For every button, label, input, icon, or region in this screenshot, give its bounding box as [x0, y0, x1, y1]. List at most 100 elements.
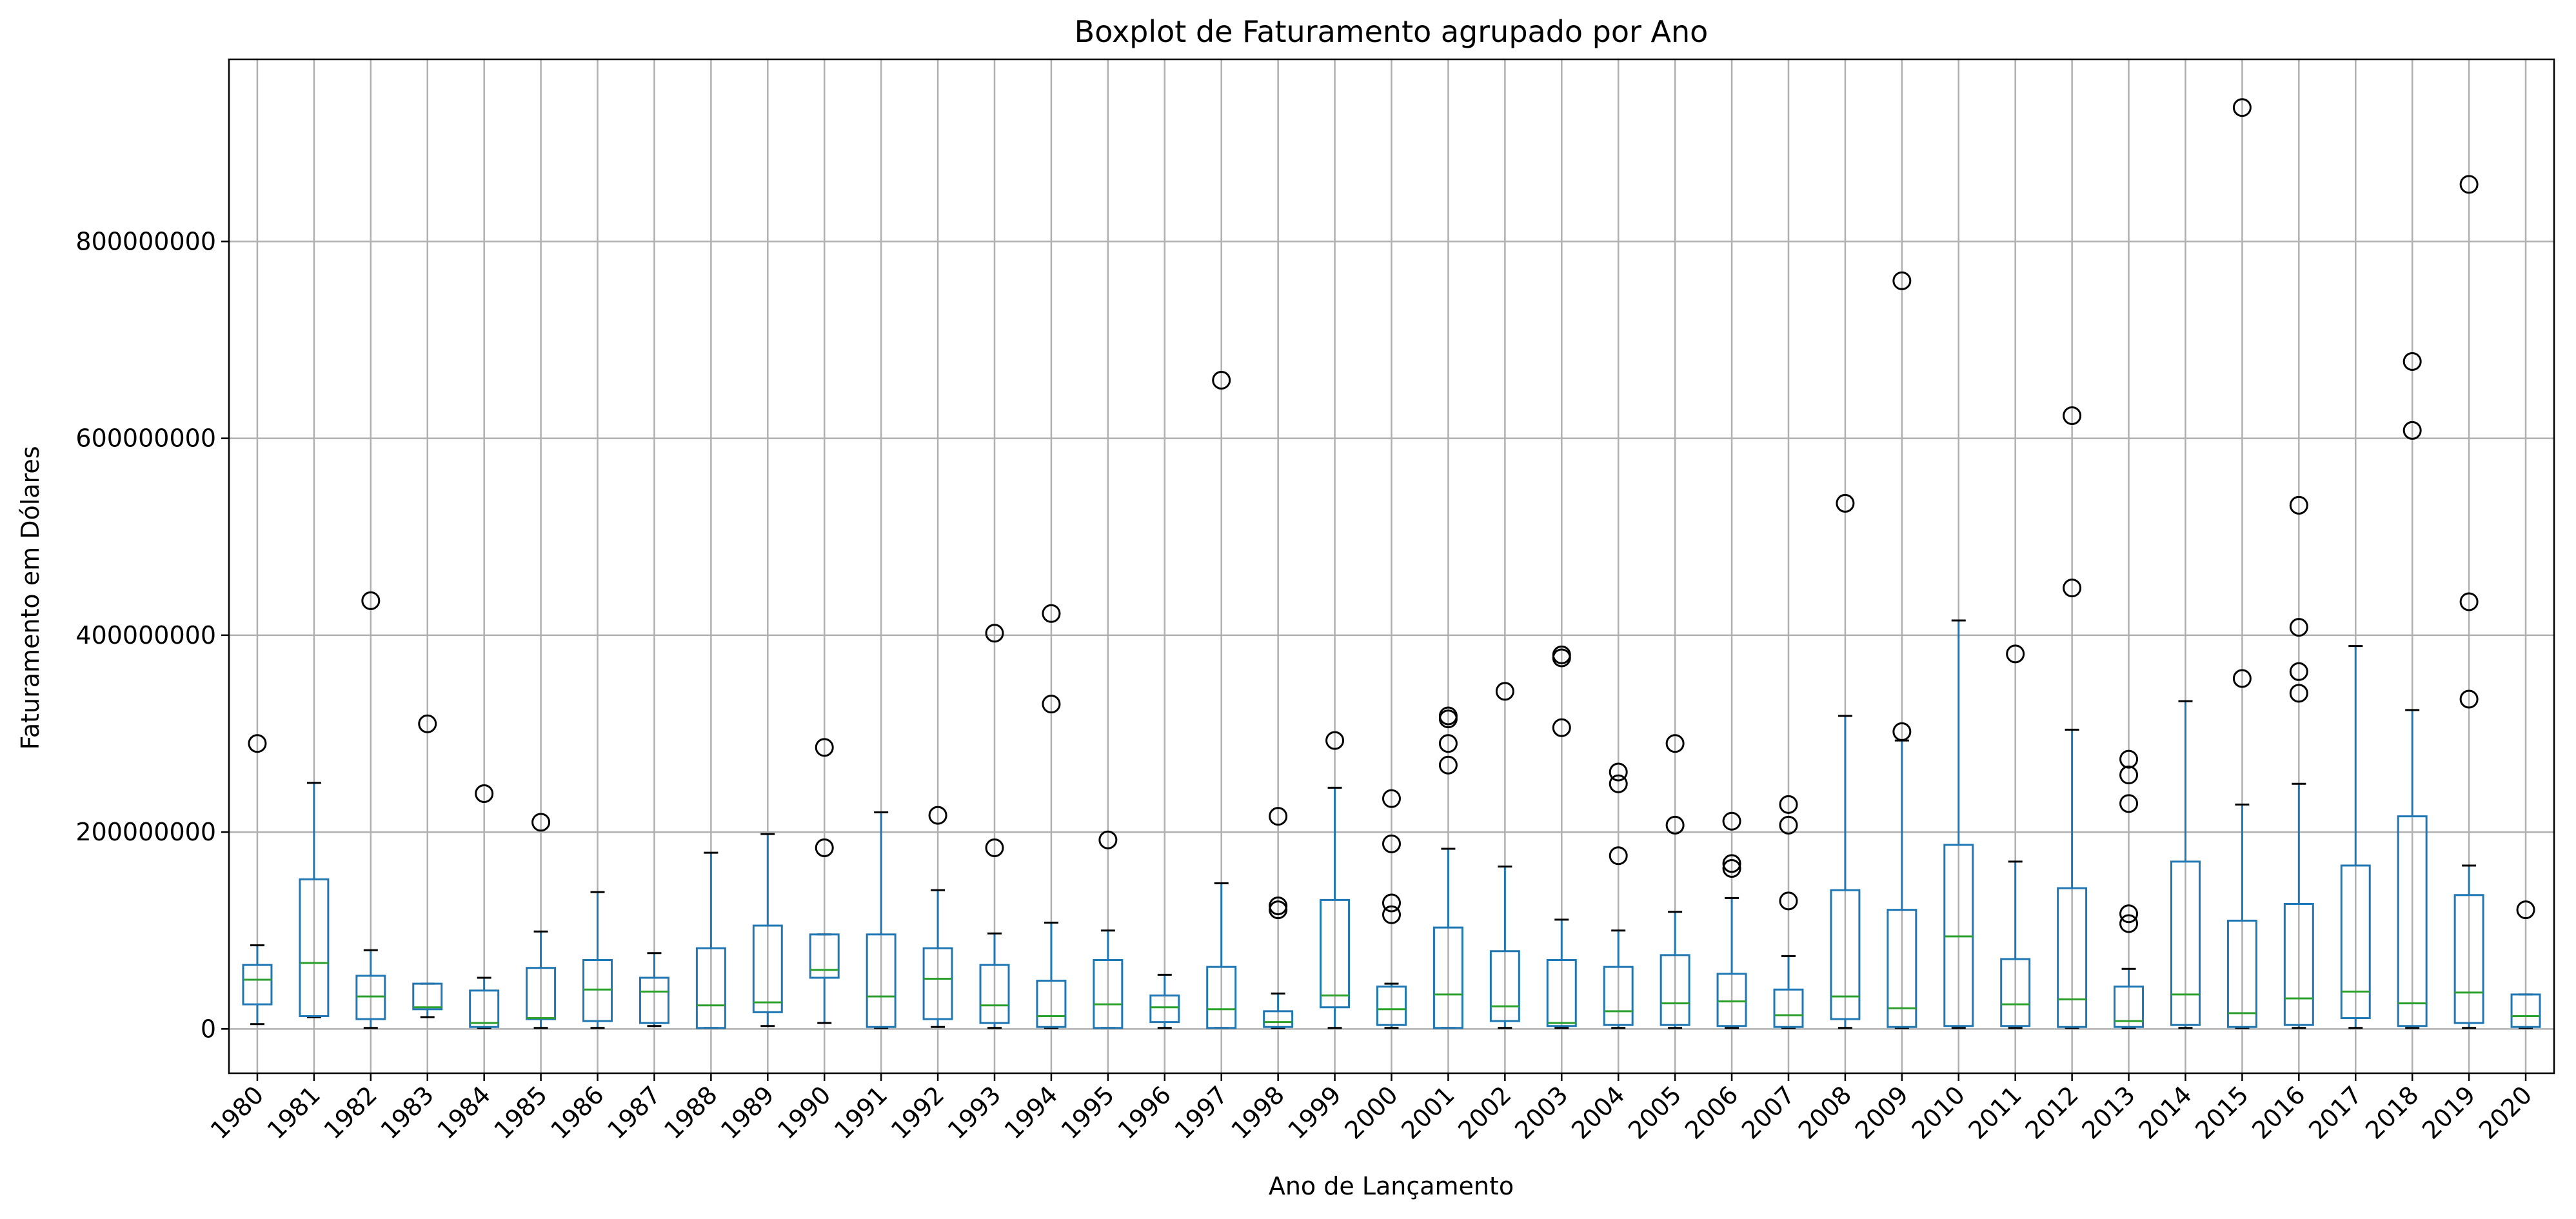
x-tick-label: 2015: [2190, 1080, 2254, 1145]
x-tick-label: 1987: [602, 1080, 666, 1145]
box-iqr: [582, 958, 613, 1022]
outlier-point: [1382, 789, 1401, 808]
box-1980: [242, 734, 273, 1026]
outlier-point: [1382, 905, 1401, 924]
x-tick-label: 2005: [1623, 1080, 1687, 1145]
x-tick-label: 2004: [1566, 1080, 1630, 1145]
outlier-point: [1382, 834, 1401, 853]
x-tick-label: 2007: [1736, 1080, 1801, 1145]
outlier-point: [1609, 846, 1628, 866]
box-2008: [1830, 493, 1861, 1029]
x-tick-label: 1984: [432, 1080, 497, 1145]
outlier-point: [2232, 98, 2252, 117]
x-tick-label: 2009: [1850, 1080, 1914, 1145]
y-axis-label: Faturamento em Dólares: [16, 446, 45, 749]
x-tick-label: 1989: [715, 1080, 780, 1145]
outlier-point: [1779, 815, 1798, 835]
box-iqr: [2397, 815, 2428, 1027]
y-tick-label: 600000000: [75, 424, 216, 453]
outlier-point: [1722, 859, 1741, 878]
x-tick-label: 2011: [1963, 1080, 2028, 1145]
box-2020: [2510, 900, 2541, 1029]
outlier-point: [1665, 734, 1685, 753]
x-tick-label: 2016: [2246, 1080, 2311, 1145]
box-iqr: [1773, 988, 1804, 1028]
box-1982: [355, 591, 386, 1029]
x-tick-label: 2003: [1509, 1080, 1574, 1145]
box-iqr: [2114, 986, 2145, 1028]
box-iqr: [2453, 894, 2484, 1024]
outlier-point: [2119, 914, 2139, 933]
box-1998: [1263, 807, 1294, 1029]
outlier-point: [1495, 682, 1514, 701]
outlier-point: [985, 624, 1004, 643]
outlier-point: [2289, 618, 2308, 637]
outlier-point: [1325, 731, 1345, 750]
x-tick-label: 1992: [886, 1080, 950, 1145]
x-tick-label: 2010: [1907, 1080, 1971, 1145]
box-1981: [299, 782, 330, 1018]
x-tick-label: 2000: [1339, 1080, 1403, 1145]
box-1990: [809, 738, 840, 1024]
box-iqr: [2226, 919, 2257, 1028]
box-iqr: [1206, 966, 1237, 1029]
box-iqr: [1320, 898, 1351, 1009]
x-tick-label: 1985: [488, 1080, 553, 1145]
x-tick-label: 2018: [2360, 1080, 2424, 1145]
box-iqr: [1716, 973, 1747, 1027]
box-iqr: [1489, 950, 1520, 1022]
x-tick-label: 1998: [1226, 1080, 1291, 1145]
box-iqr: [922, 947, 953, 1020]
x-tick-label: 1983: [375, 1080, 440, 1145]
box-iqr: [526, 967, 557, 1020]
box-iqr: [1830, 889, 1861, 1020]
outlier-point: [1722, 811, 1741, 831]
box-1996: [1149, 973, 1180, 1029]
outlier-point: [1042, 604, 1061, 623]
box-iqr: [1149, 994, 1180, 1024]
box-2003: [1546, 645, 1577, 1029]
outlier-point: [418, 714, 437, 733]
outlier-point: [1438, 706, 1458, 726]
outlier-point: [2289, 495, 2308, 515]
x-tick-label: 2001: [1396, 1080, 1460, 1145]
box-2017: [2340, 645, 2371, 1029]
box-iqr: [2283, 902, 2314, 1026]
outlier-point: [1722, 854, 1741, 873]
box-2012: [2057, 406, 2088, 1029]
outlier-point: [815, 838, 834, 857]
x-tick-label: 2014: [2133, 1080, 2197, 1145]
box-1983: [412, 714, 443, 1018]
box-2018: [2397, 352, 2428, 1029]
outlier-point: [1665, 815, 1685, 835]
x-tick-label: 1986: [545, 1080, 609, 1145]
outlier-point: [2006, 644, 2025, 664]
x-tick-label: 1980: [205, 1080, 270, 1145]
x-tick-label: 1995: [1056, 1080, 1120, 1145]
box-iqr: [242, 964, 273, 1006]
box-2019: [2453, 175, 2484, 1029]
box-iqr: [299, 878, 330, 1017]
outlier-point: [1212, 371, 1231, 390]
outlier-point: [2063, 406, 2082, 425]
y-tick-label: 800000000: [75, 227, 216, 255]
box-iqr: [412, 982, 443, 1011]
outlier-point: [985, 838, 1004, 857]
box-iqr: [1432, 926, 1463, 1029]
outlier-point: [2289, 662, 2308, 681]
outlier-point: [248, 734, 267, 753]
outlier-point: [531, 813, 551, 832]
outlier-point: [1438, 734, 1458, 753]
outlier-point: [1098, 830, 1118, 849]
box-2009: [1887, 271, 1917, 1029]
box-iqr: [1603, 966, 1634, 1026]
box-iqr: [1943, 844, 1974, 1027]
x-tick-label: 2020: [2473, 1080, 2538, 1145]
box-iqr: [2170, 860, 2201, 1026]
outlier-point: [1836, 493, 1855, 513]
box-iqr: [752, 924, 783, 1013]
box-iqr: [2510, 993, 2541, 1028]
boxes-layer: [242, 98, 2541, 1029]
box-2016: [2283, 495, 2314, 1029]
